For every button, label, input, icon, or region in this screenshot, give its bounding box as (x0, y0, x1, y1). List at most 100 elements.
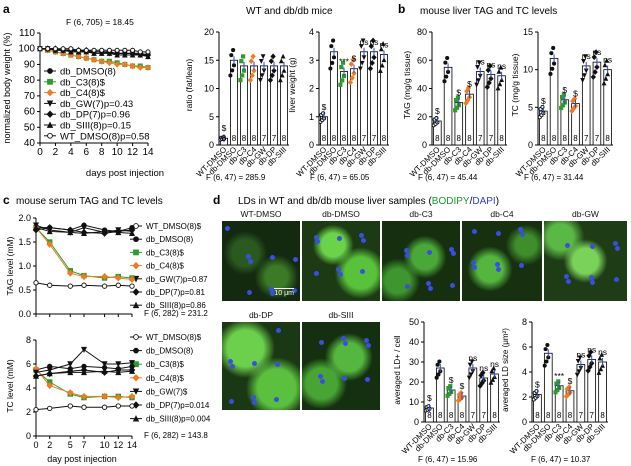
replicate-point (590, 74, 597, 80)
replicate-point (598, 366, 604, 372)
legend-marker (47, 78, 53, 85)
x-tick-label: 7 (81, 440, 86, 450)
significance-label: $ (568, 376, 573, 386)
replicate-point (377, 68, 383, 73)
panel-d-title: LDs in WT and db/db mouse liver samples … (238, 196, 499, 207)
nucleus-dot (449, 282, 455, 288)
micrograph-label: db-C4 (490, 209, 514, 219)
nucleus-dot (518, 227, 523, 233)
replicate-point (549, 51, 554, 56)
nucleus-dot (359, 269, 365, 274)
replicate-point (249, 72, 255, 79)
bar (592, 61, 602, 146)
y-tick-label: 10 (523, 65, 533, 75)
y-tick-label: 0 (422, 140, 427, 150)
replicate-point (367, 65, 374, 72)
y-tick-label: 4 (26, 383, 31, 393)
n-label: 8 (222, 134, 227, 143)
y-tick-label: 15 (204, 55, 214, 65)
liver-ylabel: liver weight (g) (287, 57, 297, 112)
data-point (114, 47, 120, 53)
n-label: 8 (535, 411, 540, 420)
data-point (45, 46, 51, 52)
legend-label: db_GW(7)$ (146, 387, 188, 396)
data-point (101, 361, 108, 368)
data-point (114, 51, 120, 58)
n-label: 8 (492, 411, 497, 420)
data-point (101, 228, 108, 235)
nucleus-dot (246, 289, 252, 295)
replicate-point (604, 57, 610, 63)
data-point (32, 369, 40, 376)
data-point (46, 240, 53, 248)
replicate-point (543, 347, 548, 352)
ratio-stat: F (6, 47) = 285.9 (206, 173, 266, 182)
bar (229, 59, 238, 146)
significance-label: $ (467, 79, 472, 89)
replicate-point (248, 58, 254, 65)
data-point (145, 49, 151, 55)
replicate-point (581, 59, 586, 64)
replicate-point (328, 66, 333, 71)
liver-tag-stat: F (6, 47) = 45.44 (418, 173, 478, 182)
micrograph-wt-dmso: WT-DMSO 10 μm (222, 209, 300, 301)
y-tick-label: 4 (522, 367, 527, 377)
y-tick-label: 2 (309, 84, 314, 94)
replicate-point (331, 55, 337, 60)
panel-c-xlabel: day post injection (47, 454, 117, 464)
significance-label: ns (380, 40, 389, 50)
significance-label: ns (360, 37, 369, 47)
legend-label: db_GW(7)p=0.43 (60, 99, 133, 110)
replicate-point (247, 77, 254, 84)
nucleus-dot (292, 257, 298, 262)
n-label: 8 (242, 134, 247, 143)
legend-marker (46, 100, 54, 107)
x-tick-label: 2 (47, 440, 52, 450)
serum-tag-stat: F (6, 282) = 231.2 (144, 309, 208, 318)
n-label: 7 (471, 411, 476, 420)
micrograph-db-dmso: db-DMSO (302, 209, 380, 301)
data-point (106, 50, 113, 56)
nucleus-dot (404, 284, 410, 290)
y-tick-label: 10 (204, 84, 214, 94)
data-point (145, 53, 151, 60)
x-tick-label: 8 (99, 147, 105, 158)
significance-label: $ (456, 88, 461, 98)
nucleus-dot (319, 339, 325, 345)
replicate-point (278, 58, 284, 64)
legend-marker (132, 415, 140, 422)
data-point (37, 46, 43, 52)
n-label: 8 (352, 134, 357, 143)
x-tick-label: 2 (53, 147, 59, 158)
y-tick-label: 0 (309, 140, 314, 150)
n-label: 8 (382, 134, 387, 143)
nucleus-dot (341, 375, 347, 381)
liver-tag-ylabel: TAG (mg/g tissue) (402, 51, 412, 119)
replicate-point (251, 67, 257, 74)
panel-c-letter: c (3, 193, 10, 207)
nucleus-dot (614, 245, 620, 251)
n-label: 8 (427, 411, 432, 420)
nucleus-dot (342, 341, 348, 347)
legend-marker (133, 361, 139, 368)
data-point (80, 346, 88, 353)
x-tick-label: 12 (113, 440, 123, 450)
n-label: 8 (557, 411, 562, 420)
y-tick-label: 40 (417, 84, 427, 94)
replicate-point (257, 78, 263, 83)
replicate-point (475, 65, 480, 70)
replicate-point (358, 44, 364, 49)
legend-marker (133, 236, 139, 243)
micrograph-label: db-DMSO (322, 209, 360, 219)
y-tick-label: 60 (417, 55, 427, 65)
body-weight-legend: db_DMSO(8)db_C3(8)$db_C4(8)$db_GW(7)p=0.… (44, 67, 150, 142)
nucleus-dot (470, 260, 476, 266)
y-tick-label: 2 (522, 392, 527, 402)
replicate-point (434, 375, 439, 380)
n-label: 8 (282, 134, 287, 143)
significance-label: $ (449, 375, 454, 385)
nucleus-dot (519, 232, 525, 238)
data-point (76, 47, 82, 53)
replicate-point (230, 68, 235, 73)
bar (549, 57, 559, 146)
